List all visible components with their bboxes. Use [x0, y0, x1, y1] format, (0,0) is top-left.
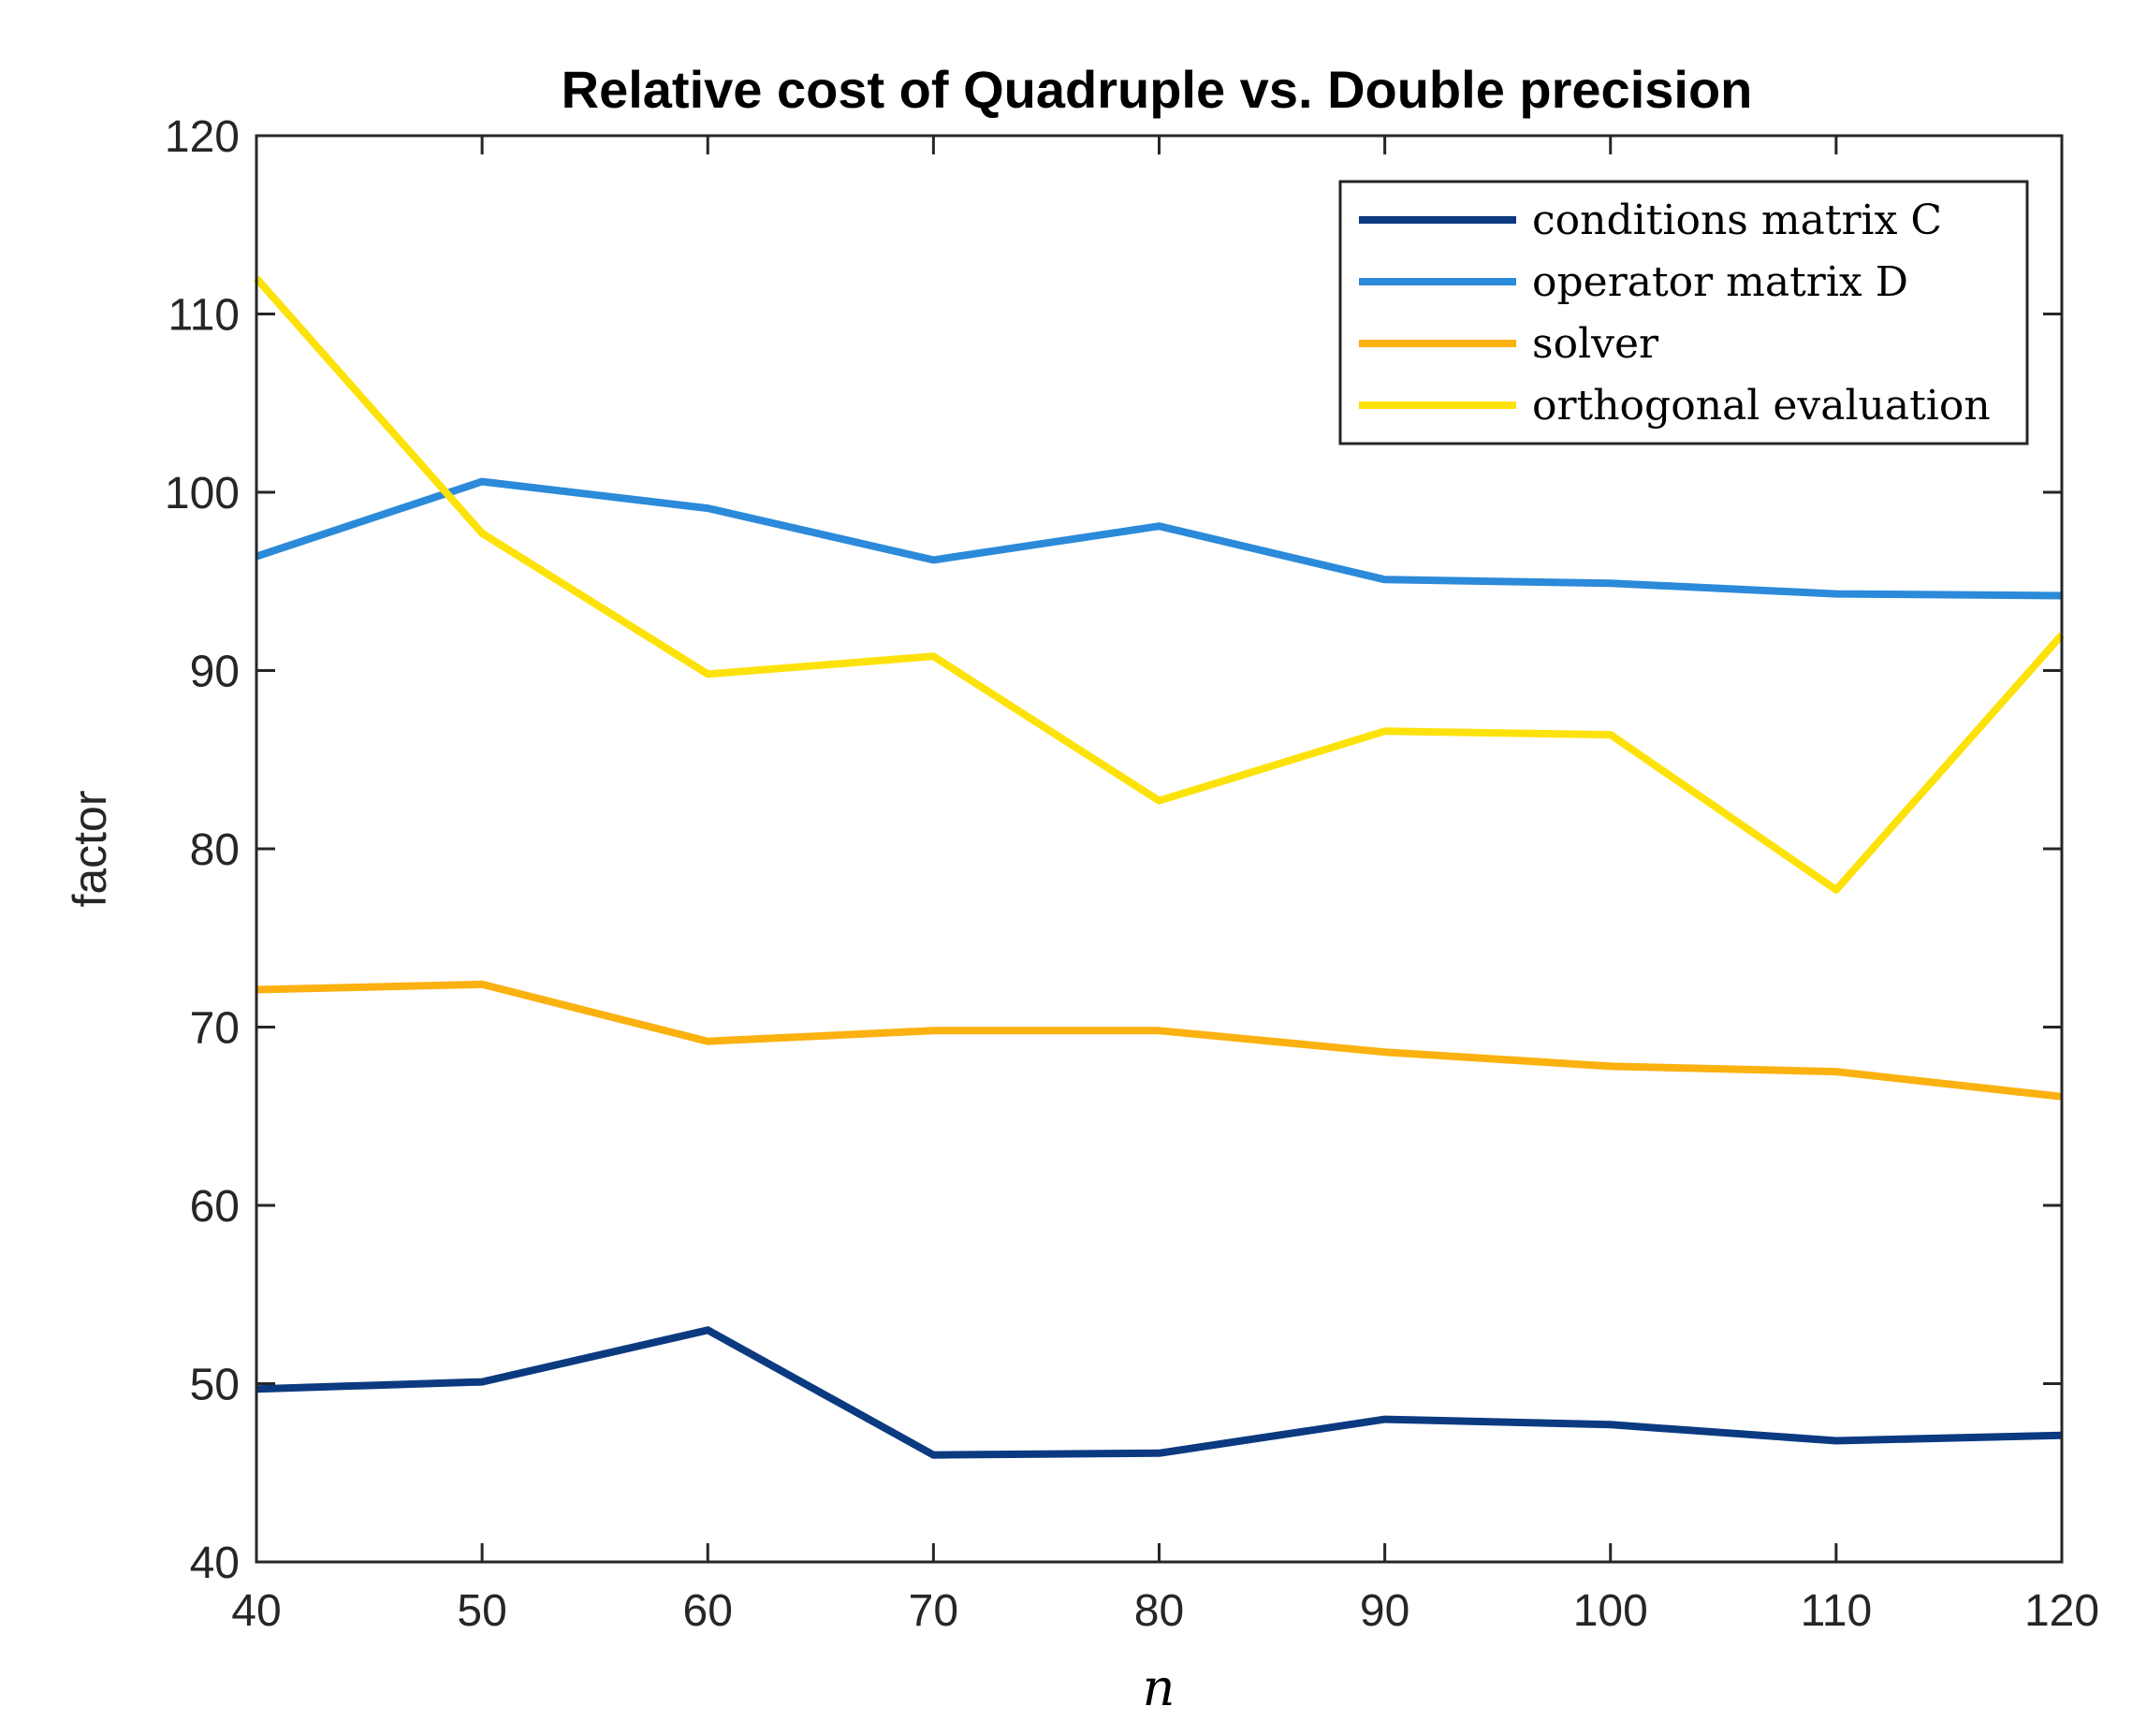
x-tick-label: 80 — [1134, 1586, 1184, 1636]
x-tick-label: 70 — [909, 1586, 958, 1636]
series-line-2 — [255, 477, 2063, 600]
x-tick-label: 40 — [231, 1586, 281, 1636]
y-tick-label: 110 — [168, 291, 240, 341]
legend-label: solver — [1532, 320, 1659, 368]
x-tick-label: 90 — [1360, 1586, 1409, 1636]
y-tick-label: 80 — [190, 825, 240, 875]
ticks-layer: 40 50 60 70 80 90 100 110 120 40 50 60 70 80 90 100 110 1… — [165, 112, 2099, 1636]
y-tick-label: 40 — [190, 1539, 240, 1588]
legend-box — [1338, 180, 2029, 445]
y-tick-label: 90 — [190, 648, 240, 697]
y-tick-label: 100 — [165, 469, 240, 518]
series-line-4 — [254, 275, 2065, 894]
series-line-1 — [256, 1326, 2063, 1459]
legend-label: conditions matrix C — [1532, 197, 1942, 244]
legend-items: conditions matrix C operator matrix D solv… — [1359, 197, 1991, 430]
x-axis-label: n — [1143, 1658, 1176, 1717]
series-line-3 — [256, 980, 2063, 1101]
x-tick-label: 120 — [2024, 1586, 2099, 1636]
x-tick-label: 100 — [1573, 1586, 1648, 1636]
legend-label: operator matrix D — [1532, 258, 1908, 306]
series-layer — [254, 275, 2065, 1459]
axes-frame — [255, 134, 2064, 1564]
legend: conditions matrix C operator matrix D solv… — [1338, 180, 2029, 445]
chart-title: Relative cost of Quadruple vs. Double pr… — [562, 60, 1753, 119]
y-axis-label: factor — [64, 790, 116, 907]
y-tick-label: 50 — [190, 1361, 240, 1410]
x-tick-label: 60 — [683, 1586, 733, 1636]
x-tick-label: 110 — [1801, 1586, 1873, 1636]
y-tick-label: 120 — [165, 112, 240, 162]
x-tick-label: 50 — [457, 1586, 506, 1636]
y-tick-label: 70 — [190, 1004, 240, 1054]
legend-label: orthogonal evaluation — [1532, 382, 1991, 430]
y-tick-label: 60 — [190, 1182, 240, 1232]
